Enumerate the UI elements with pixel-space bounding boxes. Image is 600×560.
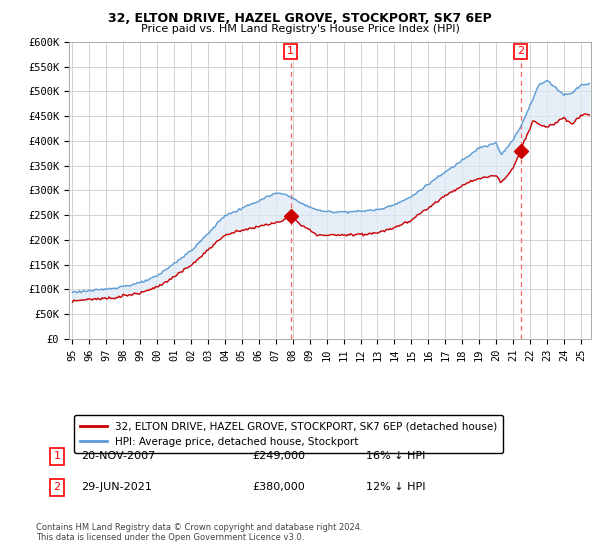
Text: Contains HM Land Registry data © Crown copyright and database right 2024.
This d: Contains HM Land Registry data © Crown c… [36, 522, 362, 542]
Text: 1: 1 [53, 451, 61, 461]
Text: £249,000: £249,000 [252, 451, 305, 461]
Text: 20-NOV-2007: 20-NOV-2007 [81, 451, 155, 461]
Text: 12% ↓ HPI: 12% ↓ HPI [366, 482, 425, 492]
Text: 16% ↓ HPI: 16% ↓ HPI [366, 451, 425, 461]
Text: 2: 2 [517, 46, 524, 57]
Text: 1: 1 [287, 46, 294, 57]
Legend: 32, ELTON DRIVE, HAZEL GROVE, STOCKPORT, SK7 6EP (detached house), HPI: Average : 32, ELTON DRIVE, HAZEL GROVE, STOCKPORT,… [74, 416, 503, 453]
Text: 29-JUN-2021: 29-JUN-2021 [81, 482, 152, 492]
Text: Price paid vs. HM Land Registry's House Price Index (HPI): Price paid vs. HM Land Registry's House … [140, 24, 460, 34]
Text: 2: 2 [53, 482, 61, 492]
Text: £380,000: £380,000 [252, 482, 305, 492]
Text: 32, ELTON DRIVE, HAZEL GROVE, STOCKPORT, SK7 6EP: 32, ELTON DRIVE, HAZEL GROVE, STOCKPORT,… [108, 12, 492, 25]
